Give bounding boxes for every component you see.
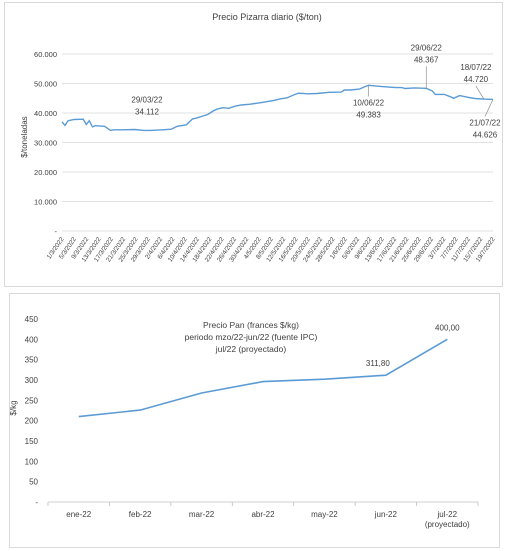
annotation-date: 29/03/22 (131, 95, 163, 104)
y-tick-label: 50.000 (34, 80, 57, 89)
y-axis-label: $/toneladas (20, 116, 29, 157)
y-tick-label: 100 (25, 457, 39, 466)
y-tick-label: 20.000 (34, 168, 57, 177)
y-tick-label: 400 (25, 335, 39, 344)
y-tick-label: 450 (25, 315, 39, 324)
y-axis-label: $/kg (9, 400, 18, 415)
x-category-label: ene-22 (66, 510, 91, 519)
annotation-date: 21/07/22 (469, 118, 501, 127)
bread-price-line (78, 338, 448, 418)
data-label: 311,80 (366, 359, 390, 368)
annotation-value: 44.626 (473, 130, 498, 139)
price-series-line (61, 84, 494, 132)
annotation-value: 44.720 (464, 75, 489, 84)
data-label: 400,00 (435, 323, 460, 332)
y-tick-label: - (55, 227, 58, 236)
chart-title-line-2: periodo mzo/22-jun/22 (fuente IPC) (185, 332, 318, 342)
bread-price-chart: Precio Pan (frances $/kg) periodo mzo/22… (9, 315, 479, 529)
x-category-label: mar-22 (189, 510, 215, 519)
annotation-date: 29/06/22 (411, 43, 443, 52)
chart-title-line-1: Precio Pan (frances $/kg) (203, 320, 299, 330)
x-category-sublabel: (proyectado) (425, 520, 470, 529)
annotation-leader (475, 85, 485, 100)
y-tick-label: 350 (25, 356, 39, 365)
daily-price-chart-panel: Precio Pizarra diario ($/ton) $/tonelada… (4, 2, 503, 287)
y-tick-label: 300 (25, 376, 39, 385)
y-tick-label: 30.000 (34, 139, 57, 148)
y-tick-label: 40.000 (34, 109, 57, 118)
x-category-label: abr-22 (251, 510, 275, 519)
annotation-value: 49.383 (356, 110, 381, 119)
annotation-value: 48.367 (414, 55, 439, 64)
x-category-label: feb-22 (129, 510, 152, 519)
annotation-value: 34.112 (135, 107, 159, 116)
x-category-label: jul-22 (436, 510, 457, 519)
chart-title-line-3: jul/22 (proyectado) (215, 344, 287, 354)
chart-title: Precio Pizarra diario ($/ton) (212, 12, 322, 22)
y-tick-label: 150 (25, 437, 39, 446)
x-category-label: jun-22 (374, 510, 398, 519)
y-tick-label: 250 (25, 396, 39, 405)
annotation-date: 10/06/22 (353, 98, 385, 107)
annotation-leader (484, 99, 494, 117)
bread-price-chart-panel: Precio Pan (frances $/kg) periodo mzo/22… (9, 293, 500, 548)
x-category-label: may-22 (311, 510, 338, 519)
y-tick-label: 200 (25, 417, 39, 426)
y-tick-label: - (35, 498, 38, 507)
y-tick-label: 50 (29, 478, 38, 487)
annotation-date: 18/07/22 (460, 63, 492, 72)
y-tick-label: 10.000 (34, 198, 57, 207)
daily-price-chart: Precio Pizarra diario ($/ton) $/tonelada… (20, 12, 501, 263)
y-tick-label: 60.000 (34, 50, 57, 59)
